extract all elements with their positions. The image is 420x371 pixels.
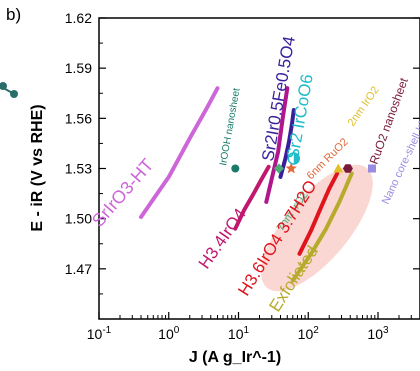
panel-label: b) <box>6 5 21 24</box>
molecule-fragment-icon <box>0 82 18 98</box>
x-tick-label: 10-1 <box>87 325 112 342</box>
data-point-6 <box>368 165 376 173</box>
x-axis-title: J (A g_Ir^-1) <box>189 349 281 366</box>
data-point-4 <box>333 164 343 173</box>
y-axis-title: E - iR (V vs RHE) <box>29 104 46 231</box>
y-tick-label: 1.62 <box>65 10 92 26</box>
series-line-0 <box>141 88 218 217</box>
label-h34iro4: H3.4IrO4 <box>195 205 250 272</box>
y-tick-label: 1.53 <box>65 161 92 177</box>
label-irooh-nanosheet: IrOOH nanosheet <box>218 87 242 166</box>
x-axis: 10-1 100 101 102 103 <box>87 312 412 342</box>
x-tick-label: 102 <box>298 325 320 342</box>
y-tick-label: 1.59 <box>65 60 92 76</box>
x-tick-label: 101 <box>228 325 250 342</box>
x-tick-label: 103 <box>367 325 389 342</box>
y-tick-label: 1.56 <box>65 110 92 126</box>
label-2nm-iro2: 2nm IrO2 <box>346 84 382 128</box>
y-tick-label: 1.47 <box>65 261 92 277</box>
data-point-0 <box>231 165 239 173</box>
x-tick-label: 100 <box>158 325 180 342</box>
y-axis: 1.471.501.531.561.591.62 <box>65 10 420 294</box>
